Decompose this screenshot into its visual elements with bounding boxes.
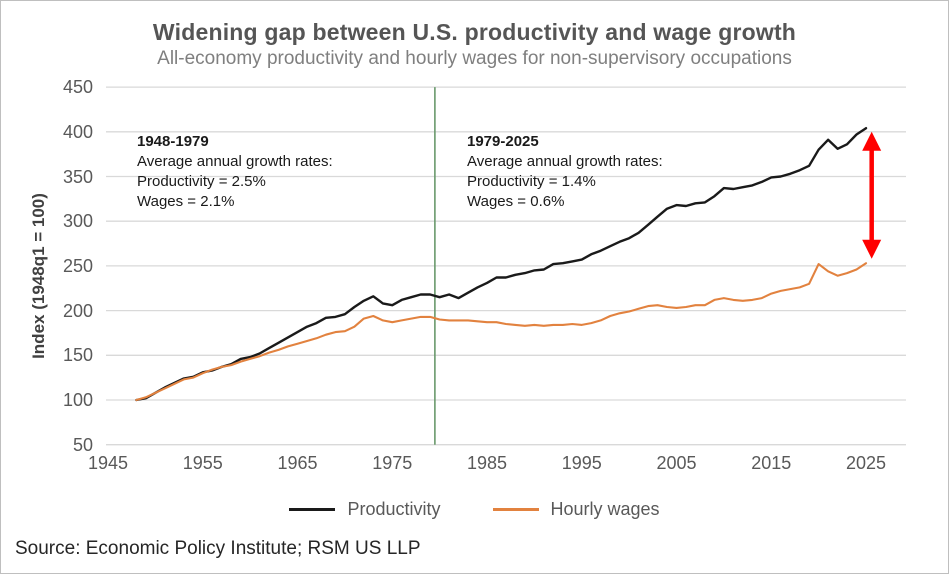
legend-label: Hourly wages bbox=[550, 499, 660, 519]
annotation-heading: 1948-1979 bbox=[137, 133, 209, 150]
chart-title: Widening gap between U.S. productivity a… bbox=[152, 19, 797, 45]
x-tick-label: 1945 bbox=[87, 453, 129, 473]
x-tick-label: 2005 bbox=[656, 453, 697, 473]
x-tick-label: 1975 bbox=[372, 453, 413, 473]
y-tick-label: 200 bbox=[62, 300, 93, 321]
y-tick-label: 400 bbox=[62, 121, 93, 142]
legend-label: Productivity bbox=[347, 499, 441, 519]
y-tick-label: 300 bbox=[62, 211, 93, 232]
annotation-line: Wages = 0.6% bbox=[467, 193, 565, 210]
x-tick-label: 2025 bbox=[845, 453, 887, 473]
x-tick-label: 2015 bbox=[751, 453, 792, 473]
legend: Productivity Hourly wages bbox=[1, 499, 948, 520]
productivity-line bbox=[135, 126, 868, 402]
annotation-line: Productivity = 2.5% bbox=[137, 173, 266, 190]
annotation-line: Productivity = 1.4% bbox=[467, 173, 596, 190]
y-tick-label: 150 bbox=[62, 345, 93, 366]
hourly-wages-line-swatch bbox=[492, 508, 539, 511]
legend-item-hourly-wages: Hourly wages bbox=[492, 499, 660, 520]
y-tick-label: 450 bbox=[62, 77, 93, 98]
source-note: Source: Economic Policy Institute; RSM U… bbox=[15, 538, 421, 559]
x-tick-label: 1955 bbox=[182, 453, 223, 473]
annotation-1948-1979: 1948-1979 Average annual growth rates: P… bbox=[137, 132, 333, 212]
productivity-line-swatch bbox=[289, 508, 336, 511]
gap-arrow-head-up bbox=[862, 131, 882, 151]
chart-subtitle: All-economy productivity and hourly wage… bbox=[157, 48, 792, 69]
legend-item-productivity: Productivity bbox=[289, 499, 441, 520]
y-tick-label: 50 bbox=[72, 434, 93, 455]
hourly-wages-line bbox=[135, 262, 868, 402]
annotation-line: Average annual growth rates: bbox=[137, 153, 333, 170]
gap-arrow-head-down bbox=[862, 239, 882, 259]
annotation-line: Average annual growth rates: bbox=[467, 153, 663, 170]
y-tick-label: 100 bbox=[62, 390, 93, 410]
annotation-line: Wages = 2.1% bbox=[137, 193, 235, 210]
x-tick-label: 1965 bbox=[277, 453, 318, 473]
x-tick-label: 1985 bbox=[466, 453, 508, 473]
annotation-heading: 1979-2025 bbox=[467, 133, 539, 150]
y-tick-label: 350 bbox=[62, 166, 93, 187]
annotation-1979-2025: 1979-2025 Average annual growth rates: P… bbox=[467, 132, 663, 212]
x-tick-label: 1995 bbox=[561, 453, 602, 473]
y-tick-label: 250 bbox=[62, 255, 93, 276]
